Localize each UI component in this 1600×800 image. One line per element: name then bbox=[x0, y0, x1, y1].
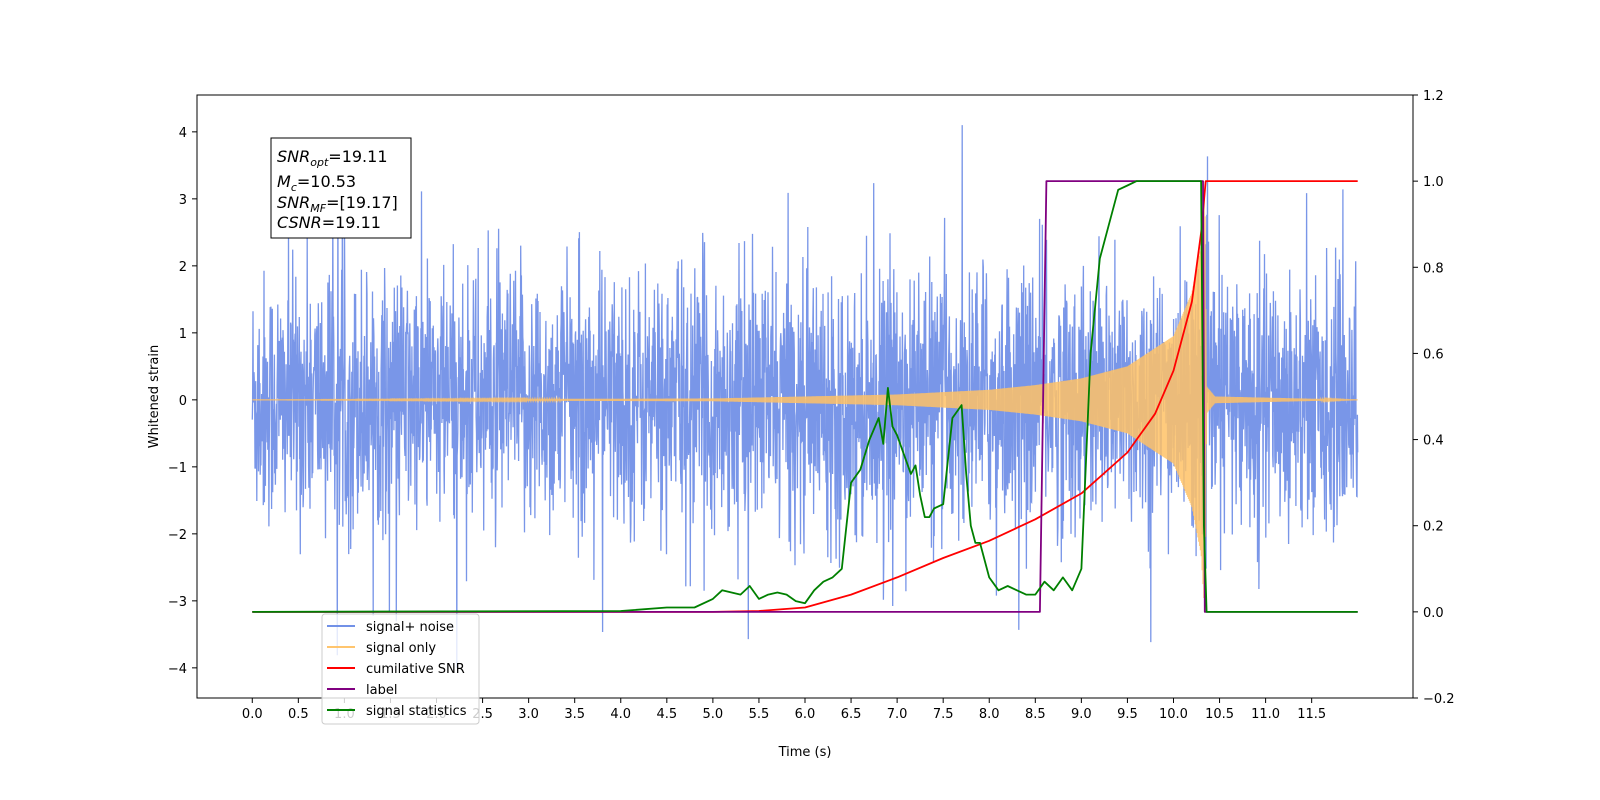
x-tick-label: 7.5 bbox=[933, 707, 954, 722]
y2-tick-label: 0.2 bbox=[1423, 520, 1444, 535]
x-tick-label: 0.0 bbox=[242, 707, 263, 722]
snr-opt-value: =19.11 bbox=[328, 147, 387, 166]
y2-tick-label: 0.0 bbox=[1423, 606, 1444, 621]
legend-label: signal only bbox=[366, 641, 436, 656]
y-tick-label: −4 bbox=[168, 662, 187, 677]
x-tick-label: 8.0 bbox=[979, 707, 1000, 722]
snr-mf-value: =[19.17] bbox=[326, 193, 398, 212]
line-series-layer bbox=[252, 180, 1358, 613]
x-tick-label: 0.5 bbox=[288, 707, 309, 722]
x-tick-label: 6.0 bbox=[795, 707, 816, 722]
x-tick-label: 4.0 bbox=[610, 707, 631, 722]
x-tick-label: 10.5 bbox=[1205, 707, 1234, 722]
x-tick-label: 11.0 bbox=[1251, 707, 1280, 722]
y2-tick-label: 1.0 bbox=[1423, 175, 1444, 190]
mc-value: =10.53 bbox=[297, 172, 356, 191]
legend-label: signal+ noise bbox=[366, 620, 454, 635]
snr-opt-text: SNRopt=19.11 bbox=[277, 147, 388, 169]
cumulative-snr-series bbox=[252, 180, 1358, 613]
mc-sub: c bbox=[291, 181, 297, 194]
csnr-value: =19.11 bbox=[322, 213, 381, 232]
y2-tick-label: 0.6 bbox=[1423, 347, 1444, 362]
y2-tick-label: 0.4 bbox=[1423, 434, 1444, 449]
y-axis-label: Whitened strain bbox=[147, 345, 162, 448]
x-tick-label: 9.5 bbox=[1117, 707, 1138, 722]
snr-mf-main: SNR bbox=[277, 193, 310, 212]
x-tick-label: 6.5 bbox=[841, 707, 862, 722]
y2-tick-label: 1.2 bbox=[1423, 89, 1444, 104]
x-tick-label: 3.5 bbox=[564, 707, 585, 722]
y-tick-label: 3 bbox=[179, 193, 187, 208]
snr-mf-sub: MF bbox=[310, 202, 326, 215]
x-tick-label: 10.0 bbox=[1159, 707, 1188, 722]
y-axis-ticks: 4 3 2 1 0 −1 −2 −3 −4 bbox=[168, 126, 197, 677]
legend-label: cumilative SNR bbox=[366, 662, 465, 677]
x-axis-label: Time (s) bbox=[778, 745, 832, 760]
snr-opt-sub: opt bbox=[310, 156, 329, 169]
legend-label: signal statistics bbox=[366, 704, 467, 719]
snr-mf-text: SNRMF=[19.17] bbox=[277, 193, 398, 215]
legend-label: label bbox=[366, 683, 397, 698]
y-tick-label: −3 bbox=[168, 595, 187, 610]
x-tick-label: 5.5 bbox=[749, 707, 770, 722]
signal-only-series bbox=[252, 194, 1358, 612]
mc-main: M bbox=[277, 172, 291, 191]
snr-opt-main: SNR bbox=[277, 147, 310, 166]
y-tick-label: 0 bbox=[179, 394, 187, 409]
legend-box bbox=[321, 613, 480, 725]
x-tick-label: 5.0 bbox=[703, 707, 724, 722]
y-tick-label: 2 bbox=[179, 260, 187, 275]
legend: signal+ noise signal only cumilative SNR la… bbox=[321, 613, 480, 725]
x-tick-label: 7.0 bbox=[887, 707, 908, 722]
x-tick-label: 11.5 bbox=[1297, 707, 1326, 722]
y-tick-label: −2 bbox=[168, 528, 187, 543]
x-tick-label: 3.0 bbox=[518, 707, 539, 722]
y-tick-label: −1 bbox=[168, 461, 187, 476]
csnr-main: CSNR bbox=[277, 213, 322, 232]
chirp-series-layer bbox=[252, 194, 1358, 612]
signal-statistics-series bbox=[252, 180, 1358, 613]
x-tick-label: 4.5 bbox=[656, 707, 677, 722]
x-tick-label: 8.5 bbox=[1025, 707, 1046, 722]
y2-tick-label: 0.8 bbox=[1423, 261, 1444, 276]
snr-annotation-box: SNRopt=19.11 Mc=10.53 SNRMF=[19.17] CSNR… bbox=[270, 137, 412, 239]
x-tick-label: 9.0 bbox=[1071, 707, 1092, 722]
y-tick-label: 4 bbox=[179, 126, 187, 141]
csnr-text: CSNR=19.11 bbox=[277, 213, 381, 232]
mc-text: Mc=10.53 bbox=[277, 172, 356, 194]
y-tick-label: 1 bbox=[179, 327, 187, 342]
y2-axis-ticks: 1.2 1.0 0.8 0.6 0.4 0.2 0.0 −0.2 bbox=[1413, 89, 1455, 707]
y2-tick-label: −0.2 bbox=[1423, 692, 1455, 707]
